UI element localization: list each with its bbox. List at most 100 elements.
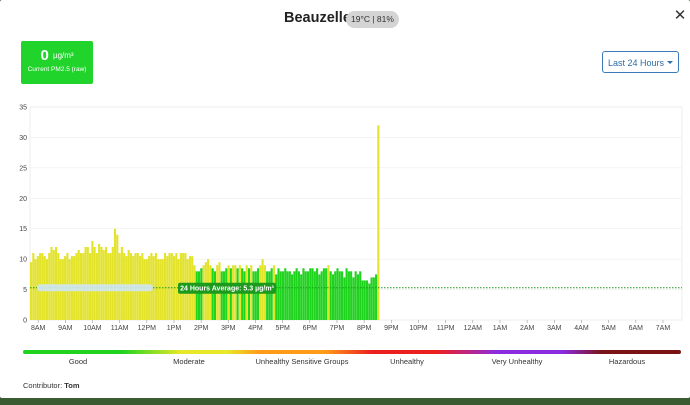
x-tick-label: 4AM (574, 325, 589, 332)
bar (225, 268, 228, 320)
bar (236, 268, 239, 320)
bar (340, 271, 344, 320)
bar (277, 268, 280, 320)
bar (98, 243, 101, 320)
bar (163, 253, 167, 320)
bar (361, 280, 364, 320)
y-tick-label: 20 (19, 196, 27, 203)
bar (91, 240, 94, 320)
bar (157, 259, 160, 320)
x-tick-label: 5AM (601, 325, 616, 332)
weather-badge: 19°C | 81% (346, 11, 399, 28)
bar (291, 274, 294, 320)
bar (84, 246, 87, 320)
average-highlight (37, 284, 153, 292)
bar (268, 271, 271, 320)
bar (281, 271, 285, 320)
y-tick-label: 30 (19, 135, 27, 142)
bar (338, 271, 341, 320)
x-tick-label: 3AM (547, 325, 562, 332)
x-tick-label: 3PM (221, 325, 236, 332)
bar (270, 268, 273, 320)
bar (354, 271, 357, 320)
average-label-box (178, 282, 276, 294)
y-tick-label: 15 (19, 226, 27, 233)
bar (257, 268, 260, 320)
current-pm25-number: 0 (40, 47, 49, 64)
bar (50, 246, 53, 320)
bar (375, 274, 378, 320)
bar (304, 271, 307, 320)
bar (175, 253, 178, 320)
bar (104, 246, 108, 320)
close-icon[interactable]: ✕ (673, 7, 687, 24)
pm25-bar-chart: 0 5 10 15 20 25 30 35 8AM 9AM 10AM 11AM 12PM 1PM 2PM 3P… (19, 105, 683, 332)
x-tick-label: 12AM (464, 325, 482, 332)
bar (120, 246, 123, 320)
current-pm25-badge: 0 µg/m³ Current PM2.5 (raw) (21, 41, 93, 84)
y-tick-label: 5 (23, 287, 27, 294)
x-tick-label: 10PM (409, 325, 427, 332)
bar (286, 271, 289, 320)
page-title: Beauzelle (284, 10, 351, 26)
background-strip (0, 398, 690, 405)
bar (154, 253, 157, 320)
x-tick-label: 12PM (138, 325, 156, 332)
bar (365, 280, 369, 320)
legend-label-good: Good (68, 357, 88, 366)
bar (329, 271, 332, 320)
bar (266, 271, 269, 320)
x-tick-label: 9AM (58, 325, 73, 332)
contributor-name: Tom (64, 381, 80, 390)
bar (363, 280, 366, 320)
bar (279, 271, 282, 320)
bar (54, 246, 58, 320)
x-tick-label: 7PM (330, 325, 345, 332)
bar (331, 274, 335, 320)
bar (306, 271, 310, 320)
bar (297, 271, 300, 320)
chevron-down-icon (667, 61, 674, 64)
bar (350, 271, 353, 320)
bar (275, 274, 278, 320)
bar (309, 268, 312, 320)
y-tick-label: 25 (19, 165, 27, 172)
bar (352, 277, 355, 320)
bar (284, 268, 287, 320)
aqi-legend-bar (23, 350, 681, 354)
average-label: 24 Hours Average: 5.3 µg/m³ (180, 286, 274, 293)
bar (293, 271, 296, 320)
x-tick-label: 10AM (83, 325, 101, 332)
bar (113, 228, 117, 320)
bar (300, 274, 303, 320)
bar (320, 271, 323, 320)
bar (32, 253, 35, 320)
x-tick-label: 2PM (194, 325, 209, 332)
legend-label-usg: Unhealthy Sensitive Groups (255, 357, 349, 366)
x-tick-label: 1AM (493, 325, 508, 332)
bar (93, 246, 96, 320)
x-tick-label: 6PM (303, 325, 318, 332)
bar (247, 268, 251, 320)
bar (302, 268, 305, 320)
y-tick-label: 0 (23, 318, 27, 325)
bar (325, 268, 328, 320)
x-tick-label: 4PM (248, 325, 263, 332)
bar (254, 271, 257, 320)
bar (334, 271, 337, 320)
current-pm25-value: 0 µg/m³ (21, 47, 93, 64)
bar (195, 271, 198, 320)
bar (313, 271, 316, 320)
bar (336, 268, 339, 320)
current-pm25-label: Current PM2.5 (raw) (27, 66, 87, 73)
x-tick-label: 6AM (629, 325, 644, 332)
time-range-dropdown[interactable]: Last 24 Hours (602, 51, 679, 73)
bar (30, 262, 33, 320)
bar (288, 271, 291, 320)
contributor-label: Contributor: (23, 381, 63, 390)
legend-label-unhealthy: Unhealthy (390, 357, 424, 366)
bar (359, 271, 362, 320)
bar (168, 253, 171, 320)
bar (318, 274, 321, 320)
